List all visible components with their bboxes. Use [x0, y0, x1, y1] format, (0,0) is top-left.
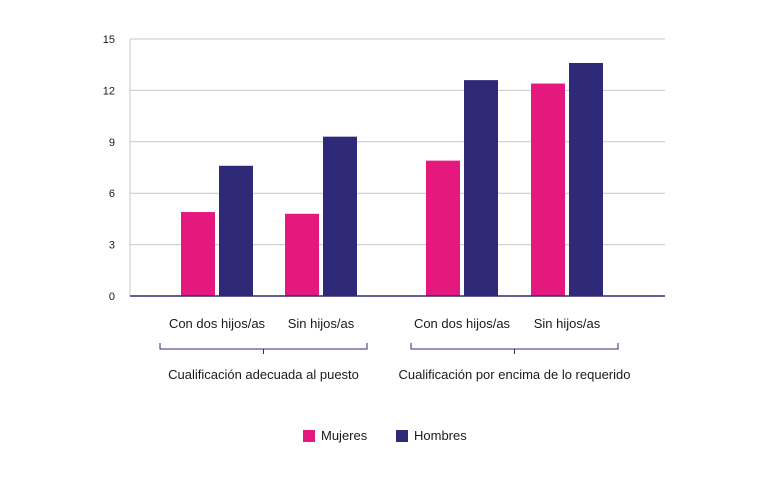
legend-item-mujeres: Mujeres	[303, 428, 367, 443]
group-bracket	[410, 343, 619, 354]
bar-hombres	[569, 62, 603, 297]
bars	[181, 62, 603, 297]
legend-label-hombres: Hombres	[414, 428, 467, 443]
group-label: Cualificación adecuada al puesto	[168, 367, 359, 382]
y-tick-label: 12	[103, 85, 115, 97]
bar-mujeres	[181, 212, 215, 296]
legend-label-mujeres: Mujeres	[321, 428, 368, 443]
y-tick-label: 3	[109, 240, 115, 252]
group-bracket	[159, 343, 368, 354]
bar-hombres	[219, 165, 253, 296]
bar-hombres	[464, 80, 498, 297]
legend: Mujeres Hombres	[0, 428, 781, 446]
y-tick-label: 0	[109, 291, 115, 303]
legend-swatch-mujeres	[303, 429, 315, 442]
group-brackets: Cualificación adecuada al puesto Cualific…	[159, 343, 631, 382]
category-labels: Con dos hijos/as Sin hijos/as Con dos hijo…	[169, 316, 601, 331]
category-label: Con dos hijos/as	[169, 316, 266, 331]
y-tick-label: 6	[109, 188, 115, 200]
category-label: Con dos hijos/as	[414, 316, 511, 331]
legend-swatch-hombres	[396, 429, 408, 442]
legend-item-hombres: Hombres	[396, 428, 467, 443]
bar-mujeres	[426, 160, 460, 296]
group-label: Cualificación por encima de lo requerido	[399, 367, 631, 382]
category-label: Sin hijos/as	[534, 316, 601, 331]
bar-hombres	[323, 136, 357, 296]
y-axis-ticks: 0 3 6 9 12 15	[103, 34, 115, 303]
bar-mujeres	[531, 83, 565, 297]
y-tick-label: 15	[103, 34, 115, 46]
y-tick-label: 9	[109, 137, 115, 149]
category-label: Sin hijos/as	[288, 316, 355, 331]
bar-mujeres	[285, 213, 319, 296]
